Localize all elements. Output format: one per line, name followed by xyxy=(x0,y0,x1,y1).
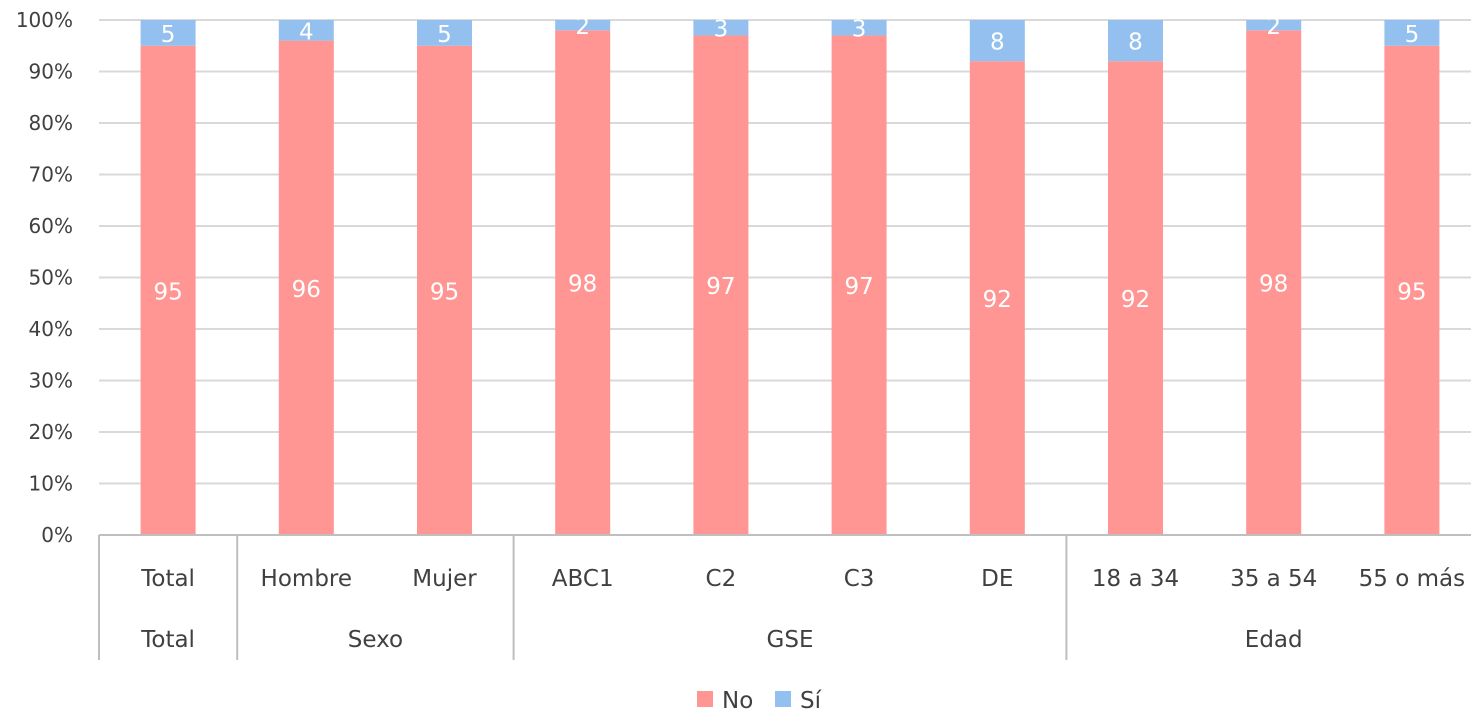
y-tick-label: 40% xyxy=(29,317,73,341)
group-label: Edad xyxy=(1245,627,1303,653)
data-label-no-18-a-34: 92 xyxy=(1121,287,1150,313)
bar-si-mujer xyxy=(417,20,472,46)
y-tick-label: 50% xyxy=(29,266,73,290)
x-tick-label: 55 o más xyxy=(1359,566,1465,592)
x-tick-label: ABC1 xyxy=(552,566,614,592)
data-label-no-35-a-54: 98 xyxy=(1259,272,1288,298)
bar-si-de xyxy=(969,20,1025,62)
y-tick-label: 80% xyxy=(29,111,73,135)
data-label-no-hombre: 96 xyxy=(292,277,321,303)
x-tick-label: DE xyxy=(981,566,1013,592)
bar-no-de xyxy=(969,61,1025,535)
bar-si-35-a-54 xyxy=(1246,20,1302,31)
group-label: GSE xyxy=(767,627,814,653)
bar-no-c2 xyxy=(693,35,749,535)
x-tick-label: C3 xyxy=(844,566,875,592)
y-tick-label: 70% xyxy=(29,163,73,187)
data-label-no-c3: 97 xyxy=(844,274,873,300)
group-label: Sexo xyxy=(348,627,403,653)
bar-si-c2 xyxy=(693,20,749,36)
data-label-no-mujer: 95 xyxy=(430,279,459,305)
x-tick-label: 35 a 54 xyxy=(1230,566,1317,592)
bar-no-35-a-54 xyxy=(1246,30,1302,536)
data-label-si-55-o-mas: 5 xyxy=(1405,22,1420,48)
legend: No Sí xyxy=(697,688,822,714)
bars xyxy=(140,20,1440,536)
bar-si-c3 xyxy=(831,20,887,36)
legend-swatch-si xyxy=(775,691,791,707)
bar-si-abc1 xyxy=(555,20,611,31)
data-label-no-c2: 97 xyxy=(706,274,735,300)
data-label-no-total: 95 xyxy=(153,279,182,305)
bar-si-total xyxy=(140,20,196,46)
data-label-si-c2: 3 xyxy=(714,17,729,43)
y-tick-label: 10% xyxy=(29,472,73,496)
x-tick-label: Mujer xyxy=(412,566,477,592)
x-tick-label: Total xyxy=(140,566,195,592)
data-label-no-abc1: 98 xyxy=(568,272,597,298)
data-label-no-de: 92 xyxy=(983,287,1012,313)
y-tick-label: 30% xyxy=(29,369,73,393)
y-tick-label: 20% xyxy=(29,420,73,444)
bar-no-mujer xyxy=(417,45,472,535)
y-tick-label: 60% xyxy=(29,214,73,238)
bar-si-hombre xyxy=(278,20,334,41)
data-label-si-18-a-34: 8 xyxy=(1128,30,1143,56)
x-tick-label: 18 a 34 xyxy=(1092,566,1179,592)
data-label-si-c3: 3 xyxy=(852,17,867,43)
group-label: Total xyxy=(140,627,195,653)
x-tick-label: Hombre xyxy=(261,566,352,592)
bar-no-c3 xyxy=(831,35,887,535)
category-axis: Total Hombre Mujer ABC1 C2 C3 DE 18 a 34 35 a 54… xyxy=(98,534,1471,660)
bar-si-55-o-mas xyxy=(1384,20,1440,46)
y-axis-tick-labels: 0% 10% 20% 30% 40% 50% 60% 70% 80% 90% 100% xyxy=(16,8,73,547)
y-tick-label: 90% xyxy=(29,60,73,84)
data-label-si-35-a-54: 2 xyxy=(1266,14,1281,40)
bar-no-abc1 xyxy=(555,30,611,536)
legend-label-si: Sí xyxy=(800,688,822,714)
data-label-si-abc1: 2 xyxy=(575,14,590,40)
bar-si-18-a-34 xyxy=(1108,20,1163,62)
x-tick-label: C2 xyxy=(706,566,737,592)
data-label-si-total: 5 xyxy=(161,22,176,48)
y-tick-label: 0% xyxy=(41,523,73,547)
bar-no-55-o-mas xyxy=(1384,45,1440,535)
y-tick-label: 100% xyxy=(16,8,73,32)
data-label-si-de: 8 xyxy=(990,30,1005,56)
data-label-si-hombre: 4 xyxy=(299,19,314,45)
legend-label-no: No xyxy=(722,688,753,714)
data-labels: 95 5 96 4 95 5 98 2 97 3 97 3 92 8 92 8 98 2 95 5 xyxy=(153,14,1426,313)
bar-no-18-a-34 xyxy=(1108,61,1163,535)
bar-no-total xyxy=(140,45,196,535)
bar-no-hombre xyxy=(278,40,334,535)
data-label-si-mujer: 5 xyxy=(437,22,452,48)
legend-swatch-no xyxy=(697,691,713,707)
data-label-no-55-o-mas: 95 xyxy=(1397,279,1426,305)
